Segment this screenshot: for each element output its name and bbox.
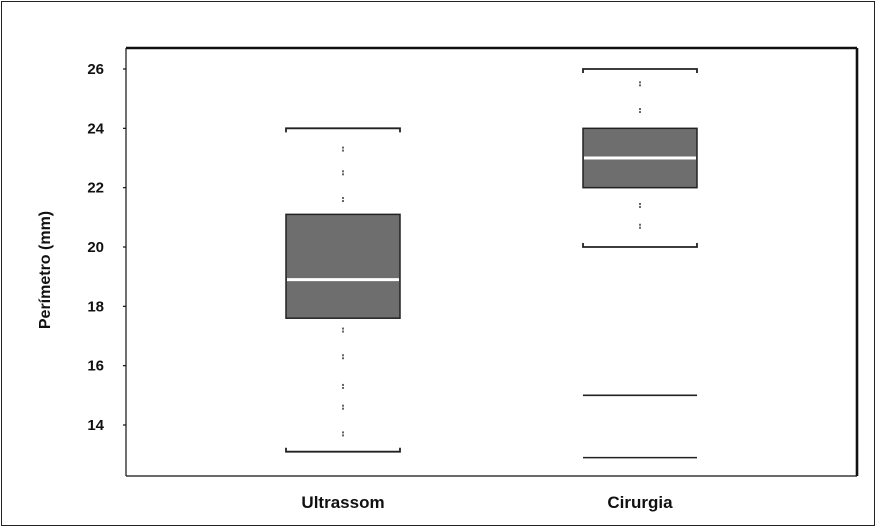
whisker-point: [342, 407, 344, 410]
whisker-point: [639, 202, 641, 205]
y-axis-title: Perímetro (mm): [37, 211, 54, 329]
box-iqr: [285, 213, 401, 319]
whisker-point: [342, 197, 344, 200]
whisker-point: [639, 84, 641, 87]
whisker-point: [342, 434, 344, 437]
y-tick-label: 18: [87, 298, 104, 315]
whisker-point: [639, 223, 641, 226]
whisker-point: [342, 431, 344, 434]
whisker-point: [342, 327, 344, 330]
whisker-point: [639, 81, 641, 84]
x-category-label: Cirurgia: [607, 493, 673, 512]
whisker-point: [342, 173, 344, 176]
x-category-label: Ultrassom: [301, 493, 384, 512]
y-tick-label: 20: [87, 239, 104, 256]
y-tick-label: 26: [87, 61, 104, 78]
whisker-point: [342, 357, 344, 360]
whisker-cap-low: [582, 243, 698, 248]
whisker-point: [342, 354, 344, 357]
whisker-point: [342, 386, 344, 389]
y-tick-label: 22: [87, 180, 104, 197]
whisker-point: [342, 200, 344, 203]
whisker-point: [342, 149, 344, 152]
whisker-point: [639, 111, 641, 114]
whisker-point: [342, 330, 344, 333]
whisker-point: [342, 170, 344, 173]
y-tick-label: 24: [87, 120, 104, 137]
whisker-cap-high: [285, 127, 401, 133]
whisker-point: [342, 146, 344, 149]
whisker-point: [342, 404, 344, 407]
y-tick-label: 14: [87, 417, 104, 434]
y-tick-label: 16: [87, 358, 104, 375]
whisker-cap-high: [582, 68, 698, 73]
whisker-point: [639, 226, 641, 229]
whisker-point: [342, 383, 344, 386]
whisker-point: [639, 108, 641, 111]
whisker-cap-low: [285, 447, 401, 453]
whisker-point: [639, 205, 641, 208]
